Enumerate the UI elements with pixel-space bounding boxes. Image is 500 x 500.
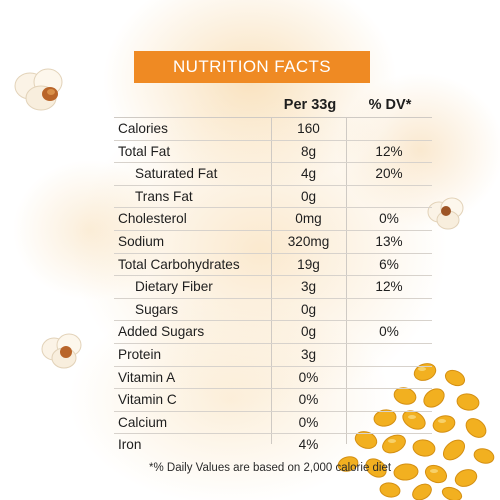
nutrient-label: Sodium [118,233,165,249]
nutrient-amount: 4% [298,437,319,453]
nutrient-amount: 19g [297,256,320,272]
nutrient-label: Calcium [118,414,168,430]
nutrient-amount: 160 [297,121,320,136]
table-top-divider [114,117,432,118]
column-header-per-serving: Per 33g [283,97,337,113]
nutrient-row-saturated-fat: Saturated Fat 4g 20% [114,163,432,186]
nutrient-amount: 3g [300,279,317,295]
nutrient-label: Added Sugars [118,324,205,340]
nutrient-row-added-sugars: Added Sugars 0g 0% [114,321,432,344]
nutrient-row-sugars: Sugars 0g [114,299,432,322]
column-divider [346,118,347,444]
nutrition-table: Calories 160 Total Fat 8g 12% Saturated … [114,118,432,456]
nutrient-label: Trans Fat [135,188,193,204]
nutrient-row-dietary-fiber: Dietary Fiber 3g 12% [114,276,432,299]
nutrient-amount: 4g [300,166,317,182]
nutrition-facts-title: NUTRITION FACTS [134,51,370,83]
nutrient-row-total-carbohydrates: Total Carbohydrates 19g 6% [114,254,432,277]
nutrient-label: Vitamin C [118,392,177,408]
nutrient-label: Calories [118,121,168,136]
nutrient-label: Total Fat [118,143,171,159]
nutrient-row-trans-fat: Trans Fat 0g [114,186,432,209]
popcorn-icon [41,333,82,369]
nutrient-row-vitamin-a: Vitamin A 0% [114,367,432,390]
nutrient-amount: 320mg [287,233,330,249]
nutrient-daily-value: 12% [375,279,403,295]
popcorn-icon [427,197,464,230]
nutrient-amount: 0g [300,301,317,317]
nutrient-daily-value: 13% [375,233,403,249]
nutrient-label: Vitamin A [118,369,176,385]
nutrient-label: Saturated Fat [135,166,218,182]
column-divider [271,118,272,444]
nutrient-daily-value: 12% [375,143,403,159]
nutrient-daily-value: 0% [379,211,399,227]
nutrient-row-total-fat: Total Fat 8g 12% [114,141,432,164]
nutrient-daily-value: 6% [379,256,399,272]
nutrient-amount: 0mg [295,211,322,227]
nutrient-row-protein: Protein 3g [114,344,432,367]
nutrient-label: Dietary Fiber [135,279,213,295]
nutrient-amount: 0% [298,369,319,385]
column-header-daily-value: % DV* [368,97,412,113]
nutrient-amount: 3g [300,346,317,362]
nutrient-row-iron: Iron 4% [114,434,432,456]
nutrient-label: Iron [118,437,142,453]
nutrient-amount: 8g [300,143,317,159]
daily-value-footnote: *% Daily Values are based on 2,000 calor… [149,462,392,474]
nutrient-row-calories: Calories 160 [114,118,432,141]
corn-kernels-icon [337,363,495,500]
nutrient-label: Protein [118,346,162,362]
popcorn-icon [14,68,63,111]
nutrient-amount: 0g [300,324,317,340]
nutrient-row-vitamin-c: Vitamin C 0% [114,389,432,412]
nutrient-amount: 0% [298,392,319,408]
nutrient-row-cholesterol: Cholesterol 0mg 0% [114,208,432,231]
nutrient-daily-value: 20% [375,166,403,182]
nutrient-label: Cholesterol [118,211,187,227]
nutrient-row-calcium: Calcium 0% [114,412,432,435]
nutrient-amount: 0g [300,188,317,204]
nutrient-row-sodium: Sodium 320mg 13% [114,231,432,254]
nutrient-label: Total Carbohydrates [118,256,240,272]
nutrient-daily-value: 0% [379,324,399,340]
nutrient-label: Sugars [135,301,179,317]
nutrient-amount: 0% [298,414,319,430]
